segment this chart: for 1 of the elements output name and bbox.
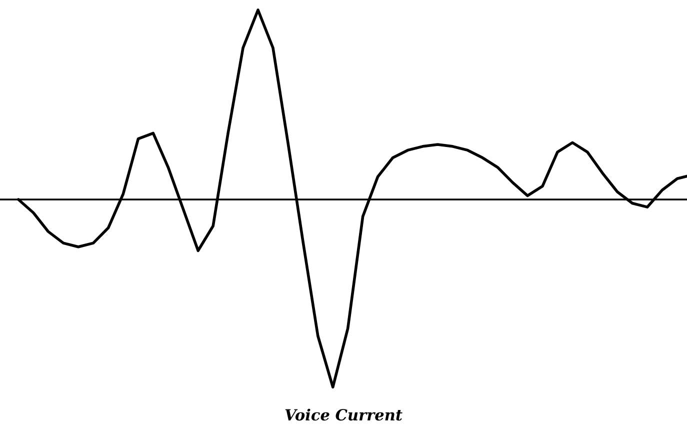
text: Voice Current bbox=[285, 408, 402, 421]
